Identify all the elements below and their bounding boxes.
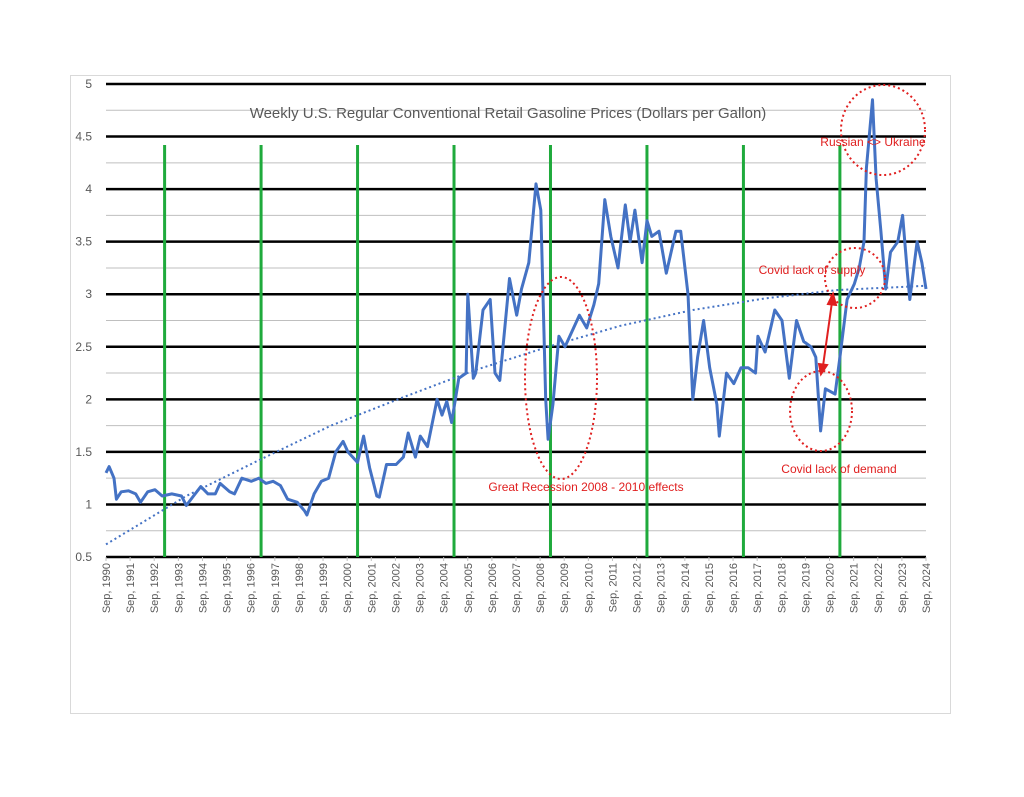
arrow-line xyxy=(822,301,833,367)
x-tick-label: Sep, 1997 xyxy=(270,563,282,613)
ellipse xyxy=(840,84,926,176)
ellipse xyxy=(524,276,598,480)
chart-title: Weekly U.S. Regular Conventional Retail … xyxy=(250,105,767,122)
x-tick-label: Sep, 2006 xyxy=(487,563,499,613)
x-tick-label: Sep, 2020 xyxy=(825,563,837,613)
x-tick-label: Sep, 2008 xyxy=(535,563,547,613)
x-tick-label: Sep, 2009 xyxy=(559,563,571,613)
x-tick-label: Sep, 2024 xyxy=(921,563,933,613)
x-tick-label: Sep, 2016 xyxy=(728,563,740,613)
x-tick-label: Sep, 2018 xyxy=(776,563,788,613)
annotation: Covid lack of supply xyxy=(759,263,866,277)
ellipse xyxy=(824,247,886,309)
y-tick-label: 1.5 xyxy=(75,445,92,459)
annotation: Covid lack of demand xyxy=(781,462,896,476)
price-line xyxy=(104,98,928,517)
x-tick-label: Sep, 1996 xyxy=(246,563,258,613)
grid xyxy=(105,82,927,561)
x-tick-label: Sep, 2013 xyxy=(656,563,668,613)
annotation-shapes xyxy=(524,84,926,480)
y-tick-label: 1 xyxy=(85,497,92,511)
trend-line xyxy=(105,284,927,546)
x-tick-label: Sep, 2010 xyxy=(583,563,595,613)
x-tick-label: Sep, 2014 xyxy=(680,563,692,613)
x-tick-label: Sep, 1990 xyxy=(101,563,113,613)
arrow-head xyxy=(826,291,838,307)
x-tick-label: Sep, 2022 xyxy=(873,563,885,613)
x-tick-label: Sep, 1991 xyxy=(125,563,137,613)
x-tick-label: Sep, 2021 xyxy=(849,563,861,613)
x-tick-label: Sep, 2011 xyxy=(607,563,619,612)
y-tick-label: 0.5 xyxy=(75,550,92,564)
y-tick-label: 3.5 xyxy=(75,235,92,249)
y-tick-label: 3 xyxy=(85,287,92,301)
x-tick-label: Sep, 1994 xyxy=(197,563,209,613)
x-tick-label: Sep, 2012 xyxy=(632,563,644,613)
x-tick-label: Sep, 2023 xyxy=(897,563,909,613)
y-tick-label: 2.5 xyxy=(75,340,92,354)
x-tick-label: Sep, 2015 xyxy=(704,563,716,613)
x-tick-label: Sep, 2005 xyxy=(463,563,475,613)
annotation-arrow xyxy=(817,291,838,377)
annotation: Russian <> Ukraine xyxy=(820,135,926,149)
x-tick-label: Sep, 1992 xyxy=(149,563,161,613)
annotations: Russian <> Ukraine Covid lack of supply … xyxy=(488,135,926,494)
x-tick-label: Sep, 2002 xyxy=(390,563,402,613)
x-tick-label: Sep, 1993 xyxy=(173,563,185,613)
x-tick-label: Sep, 2001 xyxy=(366,563,378,613)
ellipse xyxy=(789,370,853,452)
y-tick-label: 4.5 xyxy=(75,130,92,144)
arrow-head xyxy=(817,362,829,377)
chart-frame xyxy=(70,75,951,714)
x-tick-label: Sep, 2004 xyxy=(439,563,451,613)
y-tick-label: 2 xyxy=(85,392,92,406)
x-tick-label: Sep, 2017 xyxy=(752,563,764,613)
y-tick-label: 5 xyxy=(85,77,92,91)
x-tick-label: Sep, 1999 xyxy=(318,563,330,613)
x-tick-label: Sep, 2003 xyxy=(415,563,427,613)
x-tick-label: Sep, 2007 xyxy=(511,563,523,613)
x-tick-label: Sep, 2019 xyxy=(800,563,812,613)
plot xyxy=(104,98,928,557)
x-tick-label: Sep, 1998 xyxy=(294,563,306,613)
annotation: Great Recession 2008 - 2010 effects xyxy=(488,480,683,494)
x-tick-label: Sep, 2000 xyxy=(342,563,354,613)
x-tick-label: Sep, 1995 xyxy=(222,563,234,613)
y-tick-label: 4 xyxy=(85,182,92,196)
